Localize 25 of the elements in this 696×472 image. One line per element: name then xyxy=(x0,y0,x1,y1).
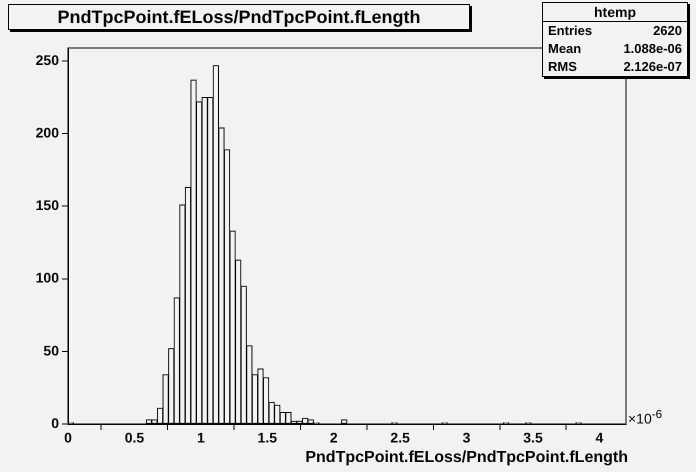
y-tick-label: 200 xyxy=(36,124,60,141)
annotation: 2.126e-07 xyxy=(623,58,682,76)
y-tick-label: 100 xyxy=(36,270,60,286)
text: Entries xyxy=(548,22,592,40)
x-tick-label: 0 xyxy=(64,429,72,446)
x-tick-label: 2 xyxy=(330,429,338,446)
y-tick-label: 0 xyxy=(51,414,60,431)
text: ×10$^{-6}$ xyxy=(628,408,662,427)
annotation: Mean xyxy=(548,40,582,58)
x-tick-label: 1.5 xyxy=(258,429,278,446)
chart-title: PndTpcPoint.fELoss/PndTpcPoint.fLength xyxy=(8,4,470,30)
x-tick-label: 1 xyxy=(196,429,205,446)
text: 2620 xyxy=(653,22,682,40)
y-tick-label: 150 xyxy=(36,197,60,214)
annotation: 1.088e-06 xyxy=(623,40,682,58)
x-tick-label: 2.5 xyxy=(390,429,410,446)
x-tick-label: 4 xyxy=(596,429,604,446)
annotation: RMS xyxy=(548,58,577,76)
y-tick-label: 250 xyxy=(36,52,60,68)
x-tick-label: 3 xyxy=(462,429,471,446)
x-axis-title: PndTpcPoint.fELoss/PndTpcPoint.fLength xyxy=(305,449,628,467)
x-tick-label: 3.5 xyxy=(523,429,543,446)
x-tick-label: 0.5 xyxy=(124,429,144,446)
text: htemp xyxy=(543,3,687,22)
y-tick-label: 50 xyxy=(43,342,60,358)
